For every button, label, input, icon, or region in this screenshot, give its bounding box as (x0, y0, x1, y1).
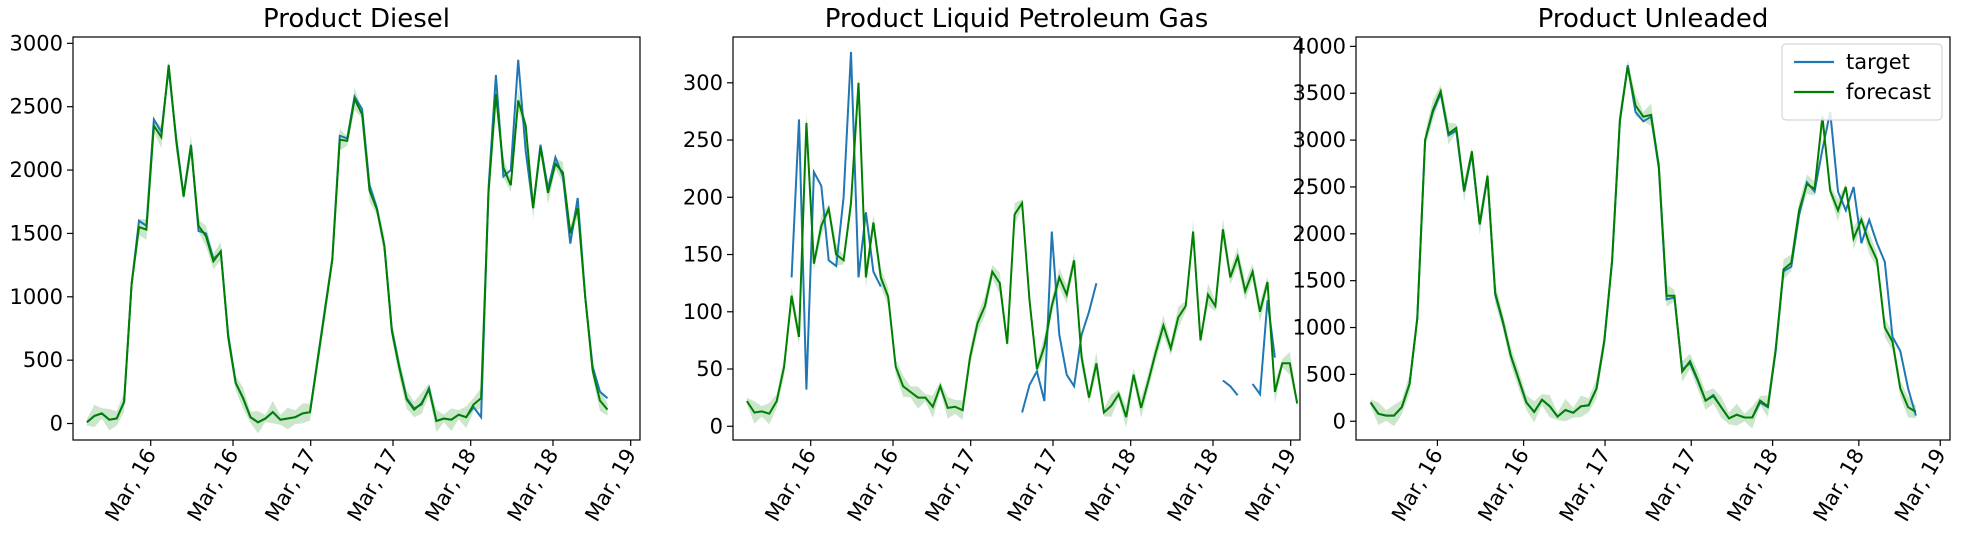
x-tick-label: Mar, 19 (580, 445, 641, 526)
y-tick-label: 3500 (1293, 81, 1346, 105)
x-tick-label: Mar, 17 (1003, 445, 1064, 526)
y-tick-label: 500 (23, 348, 63, 372)
chart-title: Product Unleaded (1538, 4, 1769, 34)
y-tick-label: 4000 (1293, 34, 1346, 58)
chart-title: Product Liquid Petroleum Gas (825, 4, 1209, 34)
y-tick-label: 3000 (10, 31, 63, 55)
x-tick-label: Mar, 17 (1555, 445, 1616, 526)
subplot-diesel: Product Diesel 0 500 1000 1500 2000 2500 3000 M… (10, 4, 641, 526)
x-tick-label: Mar, 16 (100, 445, 161, 526)
y-tick-label: 0 (710, 414, 723, 438)
y-tick-label: 2500 (10, 95, 63, 119)
y-tick-label: 250 (683, 128, 723, 152)
x-tick-label: Mar, 18 (1080, 445, 1141, 526)
subplot-unleaded: Product Unleaded 0 500 1000 1500 2000 2500 300… (1293, 4, 1951, 526)
y-tick-label: 1000 (10, 285, 63, 309)
x-tick-label: Mar, 17 (1641, 445, 1702, 526)
subplot-lpg: Product Liquid Petroleum Gas 0 50 100 150 20… (683, 4, 1301, 526)
x-tick-label: Mar, 17 (260, 445, 321, 526)
chart-title: Product Diesel (263, 4, 450, 34)
forecast-uncertainty-band (746, 76, 1298, 428)
x-tick-label: Mar, 16 (760, 445, 821, 526)
x-tick-label: Mar, 19 (1240, 445, 1301, 526)
series-line-target (86, 59, 609, 424)
y-tick-label: 300 (683, 71, 723, 95)
x-tick-label: Mar, 18 (503, 445, 564, 526)
plot-area-frame (732, 36, 1301, 441)
y-tick-label: 2000 (1293, 222, 1346, 246)
y-tick-label: 500 (1306, 362, 1346, 386)
x-tick-label: Mar, 16 (1473, 445, 1534, 526)
legend-label: target (1846, 50, 1910, 74)
x-tick-label: Mar, 18 (1722, 445, 1783, 526)
x-tick-label: Mar, 19 (1890, 445, 1951, 526)
x-tick-label: Mar, 18 (420, 445, 481, 526)
y-tick-label: 150 (683, 243, 723, 267)
series-line-forecast (746, 82, 1299, 418)
y-tick-label: 100 (683, 300, 723, 324)
x-tick-label: Mar, 17 (343, 445, 404, 526)
series-line-forecast (86, 64, 609, 424)
y-tick-label: 0 (1333, 409, 1346, 433)
y-tick-label: 3000 (1293, 128, 1346, 152)
x-tick-label: Mar, 17 (920, 444, 981, 525)
x-tick-label: Mar, 18 (1163, 445, 1224, 526)
forecast-uncertainty-band (86, 60, 608, 434)
series-line-target (790, 51, 1276, 413)
plot-area-frame (72, 36, 641, 441)
y-tick-label: 1000 (1293, 316, 1346, 340)
series-line-forecast (1369, 66, 1917, 420)
y-tick-label: 0 (50, 412, 63, 436)
legend-label: forecast (1846, 80, 1931, 104)
y-tick-label: 50 (696, 357, 723, 381)
x-tick-label: Mar, 16 (183, 445, 244, 526)
y-tick-label: 2500 (1293, 175, 1346, 199)
x-tick-label: Mar, 18 (1809, 445, 1870, 526)
x-tick-label: Mar, 16 (843, 445, 904, 526)
plot-area-frame (1355, 36, 1951, 441)
y-tick-label: 1500 (10, 221, 63, 245)
y-tick-label: 200 (683, 185, 723, 209)
x-tick-label: Mar, 16 (1387, 445, 1448, 526)
y-tick-label: 1500 (1293, 269, 1346, 293)
y-tick-label: 2000 (10, 158, 63, 182)
